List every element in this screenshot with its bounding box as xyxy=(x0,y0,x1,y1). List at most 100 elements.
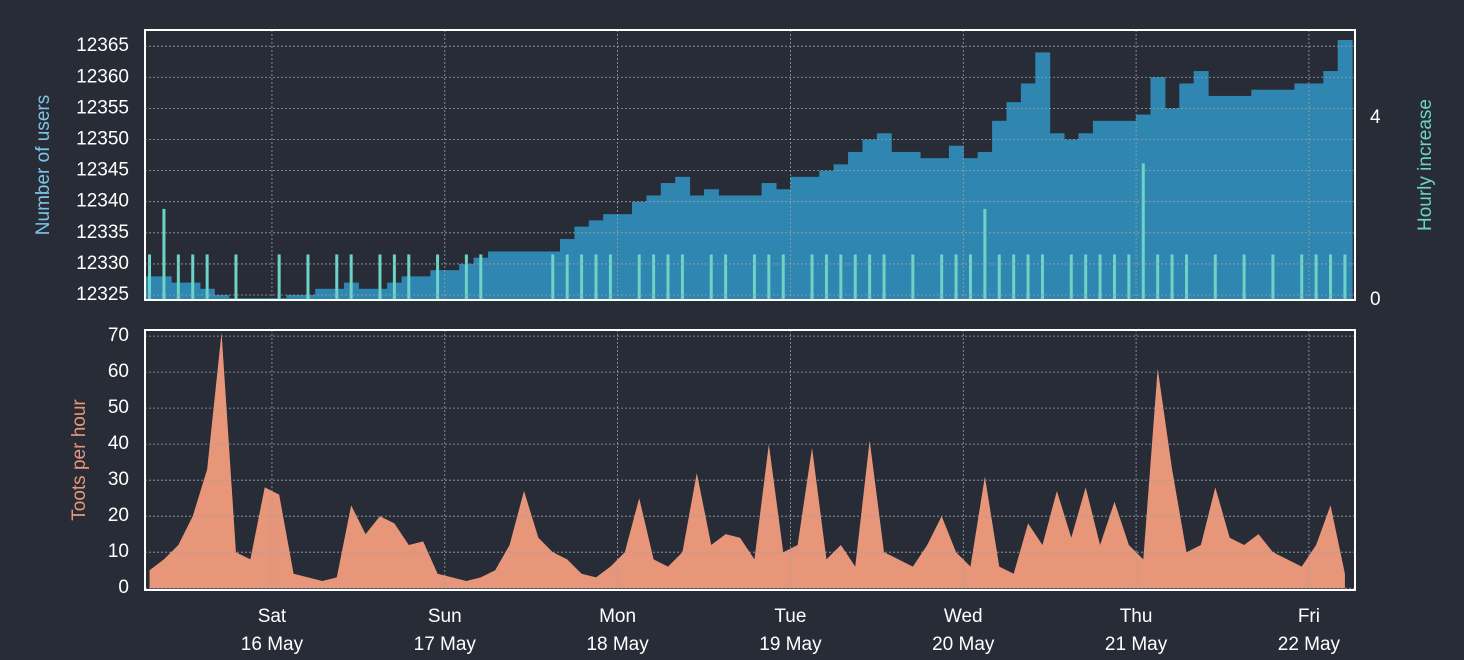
increase-bar xyxy=(1170,254,1174,300)
y2-tick-label: 0 xyxy=(1370,289,1381,310)
increase-bar xyxy=(349,254,353,300)
increase-bar xyxy=(1271,254,1275,300)
x-tick-label: 22 May xyxy=(1278,634,1341,655)
increase-bar xyxy=(335,254,339,300)
increase-bar xyxy=(1026,254,1030,300)
increase-bar xyxy=(1069,254,1073,300)
users-bar xyxy=(1251,89,1267,300)
increase-bar xyxy=(162,208,166,300)
users-bar xyxy=(761,183,777,300)
users-bar xyxy=(1208,95,1223,300)
increase-bar xyxy=(824,254,828,300)
users-bar xyxy=(1020,83,1036,300)
increase-bar xyxy=(1127,254,1131,300)
increase-bar xyxy=(234,254,238,300)
increase-bar xyxy=(652,254,656,300)
users-bar xyxy=(444,270,460,300)
increase-bar xyxy=(839,254,843,300)
x-tick-label: Thu xyxy=(1120,606,1153,627)
increase-bar xyxy=(148,254,152,300)
users-bar xyxy=(516,251,532,300)
x-tick-label: 18 May xyxy=(586,634,649,655)
increase-bar xyxy=(868,254,872,300)
users-bar xyxy=(531,251,547,300)
users-bar xyxy=(675,176,691,300)
increase-bar xyxy=(392,254,396,300)
increase-bar xyxy=(436,254,440,300)
increase-bar xyxy=(608,254,612,300)
users-bar xyxy=(776,189,791,300)
y-tick-label: 12350 xyxy=(76,129,129,150)
increase-bar xyxy=(752,254,756,300)
x-tick-label: 21 May xyxy=(1105,634,1168,655)
users-bar xyxy=(934,158,950,300)
increase-bar xyxy=(1343,254,1347,300)
users-bar xyxy=(646,195,662,300)
increase-bar xyxy=(810,254,814,300)
y-tick-label: 70 xyxy=(108,325,129,346)
y-tick-label: 20 xyxy=(108,505,129,526)
y2-axis-label: Hourly increase xyxy=(1415,99,1436,231)
y-tick-label: 0 xyxy=(118,577,129,598)
increase-bar xyxy=(378,254,382,300)
increase-bar xyxy=(479,254,483,300)
y-tick-label: 30 xyxy=(108,469,129,490)
users-bar xyxy=(689,195,705,300)
users-bar xyxy=(632,201,647,300)
users-bar xyxy=(487,251,503,300)
increase-bar xyxy=(1098,254,1102,300)
increase-bar xyxy=(1184,254,1188,300)
users-bar xyxy=(315,288,331,300)
users-bar xyxy=(1323,71,1339,300)
increase-bar xyxy=(580,254,584,300)
y-tick-label: 12355 xyxy=(76,97,129,118)
increase-bar xyxy=(882,254,886,300)
increase-bar xyxy=(940,254,944,300)
x-tick-label: 20 May xyxy=(932,634,995,655)
increase-bar xyxy=(781,254,785,300)
increase-bar xyxy=(709,254,713,300)
y-tick-label: 12330 xyxy=(76,253,129,274)
x-tick-label: Sat xyxy=(258,606,287,627)
increase-bar xyxy=(1012,254,1016,300)
users-bar xyxy=(1078,133,1094,300)
x-tick-label: Wed xyxy=(944,606,983,627)
increase-bar xyxy=(1242,254,1246,300)
x-tick-label: Mon xyxy=(599,606,636,627)
users-bar xyxy=(1265,89,1281,300)
increase-bar xyxy=(306,254,310,300)
users-bar xyxy=(1150,77,1166,301)
x-tick-label: Tue xyxy=(774,606,806,627)
users-bar xyxy=(1164,108,1180,300)
y-tick-label: 40 xyxy=(108,433,129,454)
users-bar xyxy=(833,164,849,300)
users-bar xyxy=(804,176,820,300)
increase-bar xyxy=(1314,254,1318,300)
increase-bar xyxy=(1300,254,1304,300)
increase-bar xyxy=(176,254,180,300)
users-bar xyxy=(1308,83,1324,300)
y-tick-label: 12335 xyxy=(76,222,129,243)
users-bar xyxy=(502,251,518,300)
x-tick-label: 16 May xyxy=(241,634,304,655)
increase-bar xyxy=(911,254,915,300)
increase-bar xyxy=(983,208,987,300)
increase-bar xyxy=(565,254,569,300)
increase-bar xyxy=(407,254,411,300)
increase-bar xyxy=(637,254,641,300)
y-tick-label: 12365 xyxy=(76,35,129,56)
users-bar xyxy=(876,133,892,300)
y-tick-label: 12360 xyxy=(76,66,129,87)
users-bar xyxy=(1236,95,1252,300)
y-tick-label: 10 xyxy=(108,541,129,562)
users-bar xyxy=(732,195,748,300)
users-bar xyxy=(1006,102,1022,301)
users-bar xyxy=(1179,83,1195,300)
y-tick-label: 12325 xyxy=(76,284,129,305)
increase-bar xyxy=(594,254,598,300)
increase-bar xyxy=(1141,163,1145,300)
increase-bar xyxy=(551,254,555,300)
increase-bar xyxy=(666,254,670,300)
users-bar xyxy=(1092,120,1108,300)
